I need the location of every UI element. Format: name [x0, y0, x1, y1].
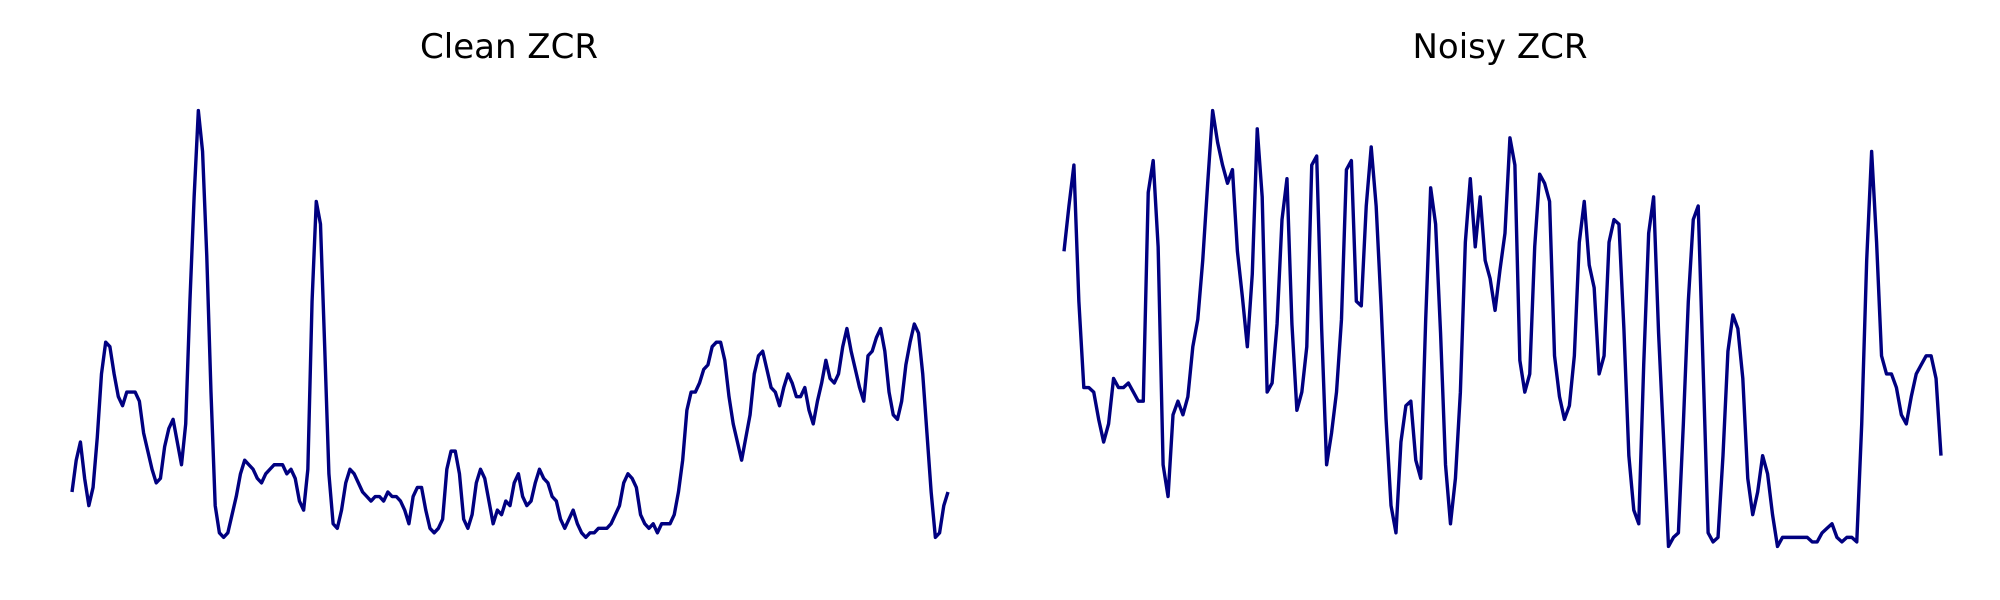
- clean-zcr-line: [70, 108, 950, 540]
- noisy-zcr-line: [1062, 108, 1943, 549]
- noisy-zcr-title: Noisy ZCR: [1413, 27, 1588, 67]
- clean-zcr-panel: Clean ZCR: [70, 27, 950, 540]
- noisy-zcr-panel: Noisy ZCR: [1062, 27, 1943, 549]
- clean-zcr-title: Clean ZCR: [420, 27, 598, 67]
